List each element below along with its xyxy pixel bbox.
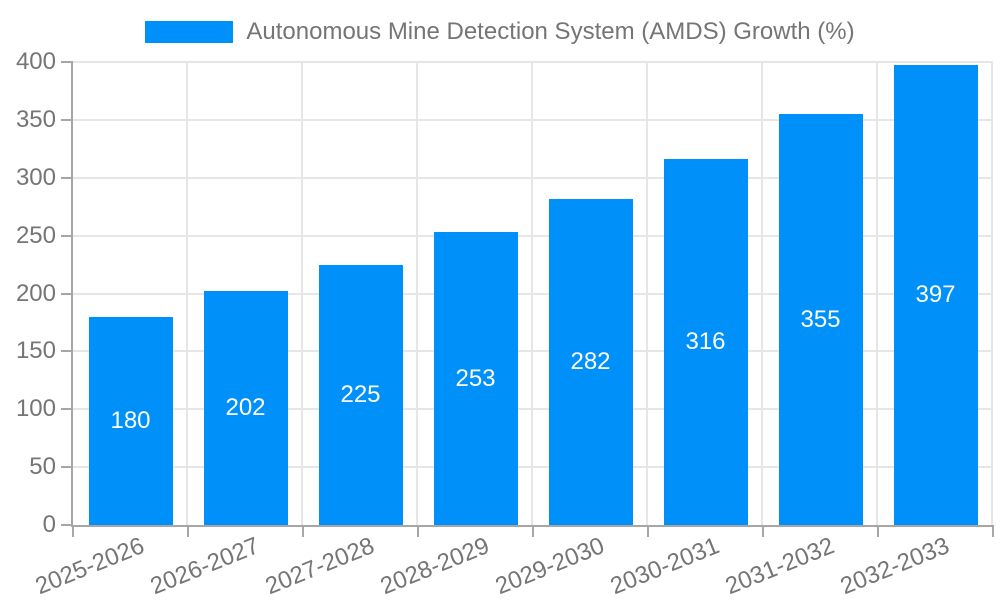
- bar-value-label: 225: [340, 380, 381, 408]
- y-tick-label: 50: [29, 453, 56, 481]
- legend-label: Autonomous Mine Detection System (AMDS) …: [246, 18, 855, 45]
- y-tick-mark: [61, 524, 73, 526]
- y-tick-mark: [61, 408, 73, 411]
- bar[interactable]: 316: [663, 159, 748, 525]
- v-gridline: [991, 62, 993, 525]
- y-tick-mark: [61, 466, 73, 469]
- y-tick-label: 250: [15, 221, 56, 249]
- bar-value-label: 282: [570, 347, 611, 375]
- bar[interactable]: 202: [203, 291, 288, 525]
- v-gridline: [646, 62, 648, 525]
- y-tick-label: 100: [15, 395, 56, 423]
- x-tick-label: 2029-2030: [491, 532, 608, 600]
- bar[interactable]: 253: [433, 232, 518, 525]
- bar-value-label: 355: [800, 305, 841, 333]
- y-tick-mark: [61, 292, 73, 295]
- bar[interactable]: 282: [548, 198, 633, 525]
- x-tick-mark: [187, 525, 189, 537]
- bar[interactable]: 355: [778, 114, 863, 525]
- v-gridline: [876, 62, 878, 525]
- bar-value-label: 316: [685, 328, 726, 356]
- x-tick-mark: [877, 525, 879, 537]
- y-tick-label: 350: [15, 105, 56, 133]
- x-tick-label: 2032-2033: [836, 532, 953, 600]
- x-tick-label: 2025-2026: [31, 532, 148, 600]
- v-gridline: [301, 62, 303, 525]
- bar-value-label: 202: [225, 394, 266, 422]
- v-gridline: [761, 62, 763, 525]
- bar-value-label: 397: [915, 281, 956, 309]
- plot-area: 180 202 225 253 282 316 355 397: [71, 61, 993, 527]
- bar[interactable]: 397: [893, 65, 978, 525]
- x-tick-label: 2031-2032: [721, 532, 838, 600]
- y-tick-mark: [61, 234, 73, 237]
- v-gridline: [416, 62, 418, 525]
- y-tick-mark: [61, 61, 73, 63]
- bar[interactable]: 225: [318, 264, 403, 525]
- h-gridline: [73, 61, 993, 63]
- legend-swatch-icon: [145, 21, 234, 43]
- bar-value-label: 180: [110, 406, 151, 434]
- y-tick-mark: [61, 118, 73, 121]
- y-tick-label: 200: [15, 279, 56, 307]
- chart-legend[interactable]: Autonomous Mine Detection System (AMDS) …: [0, 20, 1000, 44]
- y-tick-label: 0: [42, 511, 56, 538]
- x-tick-mark: [72, 525, 74, 537]
- x-tick-mark: [302, 525, 304, 537]
- y-tick-label: 150: [15, 337, 56, 365]
- x-tick-mark: [992, 525, 994, 537]
- y-tick-mark: [61, 176, 73, 179]
- bar-value-label: 253: [455, 364, 496, 392]
- v-gridline: [531, 62, 533, 525]
- x-tick-label: 2026-2027: [146, 532, 263, 600]
- x-tick-mark: [647, 525, 649, 537]
- x-tick-mark: [532, 525, 534, 537]
- x-tick-label: 2030-2031: [606, 532, 723, 600]
- y-tick-mark: [61, 350, 73, 353]
- x-tick-label: 2028-2029: [376, 532, 493, 600]
- x-tick-mark: [417, 525, 419, 537]
- x-tick-label: 2027-2028: [261, 532, 378, 600]
- bar[interactable]: 180: [88, 316, 173, 525]
- y-tick-label: 300: [15, 163, 56, 191]
- y-tick-label: 400: [15, 48, 56, 75]
- v-gridline: [186, 62, 188, 525]
- x-tick-mark: [762, 525, 764, 537]
